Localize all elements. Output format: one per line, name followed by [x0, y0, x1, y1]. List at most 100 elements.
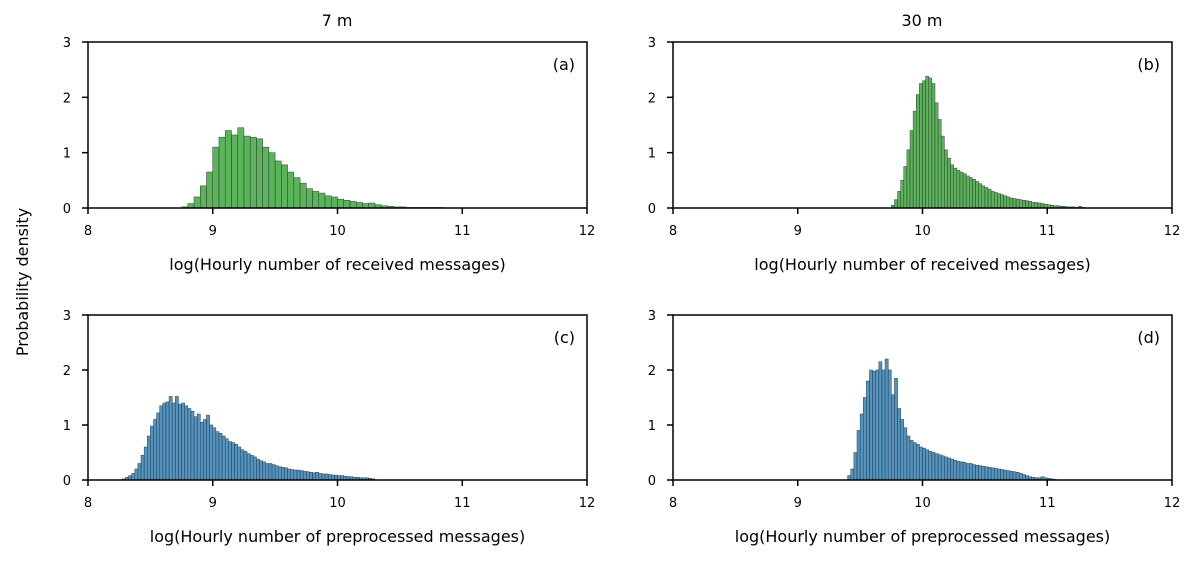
histogram-bar: [900, 419, 905, 481]
histogram-bar: [187, 408, 192, 481]
histogram-bar: [947, 157, 951, 209]
histogram-bar: [237, 446, 242, 481]
histogram-bar: [984, 187, 989, 209]
histogram-bar: [231, 442, 235, 481]
histogram-bar: [218, 136, 226, 209]
histogram-bar: [178, 403, 182, 481]
histogram-bar: [987, 188, 992, 209]
histogram-bar: [212, 146, 220, 209]
histogram-bar: [922, 80, 926, 209]
histogram-bar: [324, 473, 329, 481]
histogram-bar: [299, 182, 307, 209]
histogram-bar: [168, 396, 173, 481]
axes-frame: [87, 41, 588, 209]
histogram-bar: [922, 447, 926, 481]
histogram-bar: [287, 468, 291, 481]
histogram-bar: [306, 188, 313, 209]
histogram-bar: [1006, 196, 1011, 209]
histogram-bar: [271, 464, 276, 481]
y-tick-label: 3: [648, 309, 656, 324]
histogram-bar: [228, 441, 232, 481]
histogram-bar: [1009, 197, 1014, 209]
histogram-bar: [1012, 471, 1017, 481]
x-tick-label: 10: [329, 496, 346, 511]
histogram-bar: [312, 472, 316, 481]
x-tick-label: 12: [1164, 224, 1181, 239]
histogram-bar: [993, 192, 998, 209]
x-tick-label: 12: [579, 496, 596, 511]
histogram-bar: [131, 473, 136, 481]
histogram-bar: [881, 369, 886, 481]
histogram-bar: [978, 465, 983, 481]
histogram-bar: [934, 102, 939, 209]
histogram-bar: [268, 152, 276, 209]
y-tick-label: 2: [63, 91, 71, 106]
x-tick-label: 12: [1164, 496, 1181, 511]
histogram-bar: [912, 110, 917, 209]
histogram-bar: [962, 462, 967, 481]
histogram-bar: [321, 473, 326, 481]
histogram-bar: [337, 198, 344, 209]
histogram-bar: [953, 167, 958, 209]
histogram-bar: [937, 119, 942, 209]
histogram-bar: [993, 468, 998, 481]
histogram-bar: [959, 461, 964, 481]
histogram-bar: [256, 458, 260, 481]
histogram-bar: [134, 468, 139, 481]
histogram-bar: [331, 196, 338, 209]
x-tick-label: 11: [1039, 496, 1056, 511]
histogram-bar: [171, 402, 176, 481]
histogram-bar: [200, 185, 207, 209]
histogram-bar: [190, 411, 195, 481]
histogram-bar: [159, 405, 164, 481]
histogram-bar: [897, 191, 901, 209]
x-axis-label: log(Hourly number of preprocessed messag…: [735, 527, 1111, 546]
histogram-bar: [984, 466, 989, 481]
column-title-30m: 30 m: [901, 11, 942, 30]
histogram-bar: [909, 130, 914, 209]
panel-label: (d): [1137, 328, 1160, 347]
histogram-bar: [206, 171, 213, 209]
histogram-bar: [940, 455, 945, 481]
x-tick-label: 10: [329, 224, 346, 239]
y-tick-label: 0: [63, 202, 71, 217]
y-tick-label: 1: [648, 147, 656, 162]
histogram-bar: [281, 164, 288, 209]
histogram-bar: [355, 202, 363, 209]
histogram-bar: [150, 425, 154, 481]
x-axis-label: log(Hourly number of preprocessed messag…: [150, 527, 526, 546]
histogram-bar: [140, 455, 145, 481]
histogram-bar: [1034, 202, 1039, 209]
histogram-bar: [1000, 194, 1004, 209]
histogram-bar: [1006, 470, 1011, 481]
x-tick-label: 8: [84, 224, 92, 239]
histogram-bar: [315, 472, 320, 481]
x-tick-label: 12: [579, 224, 596, 239]
x-tick-label: 8: [84, 496, 92, 511]
histogram-bar: [862, 397, 867, 481]
histogram-bar: [243, 451, 248, 481]
x-tick-label: 10: [914, 224, 931, 239]
y-tick-label: 2: [648, 91, 656, 106]
histogram-bar: [950, 164, 954, 209]
histogram-bar: [950, 458, 954, 481]
x-axis-label: log(Hourly number of received messages): [754, 255, 1090, 274]
histogram-bar: [237, 127, 245, 209]
y-tick-label: 1: [648, 419, 656, 434]
histogram-bar: [903, 427, 908, 481]
histogram-bar: [281, 467, 285, 481]
histogram-bar: [277, 466, 282, 481]
histogram-bar: [959, 171, 964, 209]
y-tick-label: 2: [648, 364, 656, 379]
y-tick-label: 3: [63, 309, 71, 324]
histogram-bar: [853, 452, 858, 481]
histogram-bar: [246, 453, 251, 481]
histogram-bar: [850, 468, 855, 481]
histogram-bar: [972, 464, 976, 481]
histogram-bar: [1003, 195, 1007, 209]
histogram-bar: [987, 467, 992, 481]
histogram-bar: [165, 401, 170, 481]
histogram-bar: [928, 451, 933, 481]
